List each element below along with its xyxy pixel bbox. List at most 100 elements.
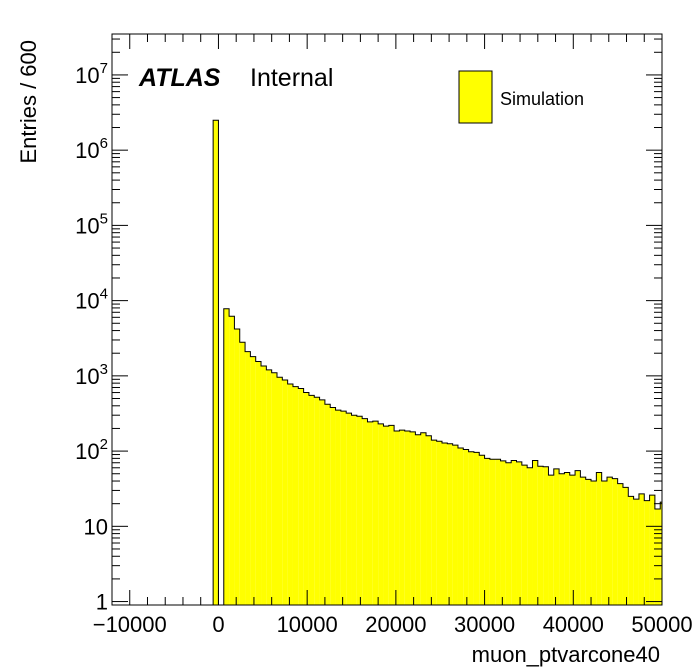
histogram-bin <box>452 445 458 605</box>
histogram-bin <box>601 481 607 605</box>
histogram-bin <box>447 443 453 605</box>
histogram-bin <box>351 415 357 605</box>
histogram-bin <box>548 475 554 605</box>
histogram-bin <box>404 430 411 605</box>
histogram-bin <box>569 475 576 605</box>
histogram-bin <box>426 435 432 605</box>
histogram-bin <box>410 431 416 605</box>
histogram-bin <box>372 421 379 605</box>
histogram-bin <box>591 481 597 605</box>
histogram-bin <box>362 418 368 605</box>
internal-label: Internal <box>250 64 333 92</box>
histogram-bin <box>239 342 246 605</box>
x-tick-label: 10000 <box>277 612 338 637</box>
histogram-bin <box>234 328 240 605</box>
histogram-bin <box>463 449 469 605</box>
histogram-bin <box>575 470 581 605</box>
histogram-bin <box>431 440 437 605</box>
histogram-bin <box>479 455 485 605</box>
x-tick-label: 40000 <box>543 612 604 637</box>
histogram-bin <box>484 458 490 605</box>
histogram-outline <box>212 119 219 605</box>
legend: Simulation <box>458 70 584 124</box>
plot-frame <box>111 33 663 606</box>
histogram-bin <box>367 421 373 605</box>
histogram-bin <box>564 472 570 605</box>
histogram-bin <box>612 478 618 605</box>
histogram-bin <box>303 392 309 605</box>
histogram-bin <box>543 466 549 605</box>
histogram-bin <box>644 500 650 605</box>
axis-ticks <box>111 34 663 605</box>
histogram-bin <box>378 423 384 605</box>
histogram-bin <box>617 483 623 605</box>
histogram-bin <box>298 388 304 605</box>
histogram-bin <box>649 495 655 605</box>
histogram-bin <box>261 366 267 605</box>
histogram-bin <box>511 460 517 605</box>
histogram-bin <box>330 407 336 605</box>
histogram-bin <box>654 508 661 605</box>
histogram-bin <box>324 404 331 605</box>
y-axis-title: Entries / 600 <box>16 40 41 164</box>
histogram-bin <box>660 502 662 605</box>
histogram-bin <box>607 477 613 605</box>
histogram-bin <box>553 468 560 605</box>
histogram-bin <box>532 460 538 605</box>
histogram-bin <box>250 356 256 605</box>
histogram-bin <box>622 487 629 605</box>
histogram-bin <box>537 466 544 605</box>
histogram-bin <box>468 451 474 605</box>
legend-swatch <box>458 70 493 124</box>
histogram-bin <box>399 430 405 605</box>
histogram-bin <box>527 467 533 605</box>
histogram-bin <box>457 447 464 605</box>
y-tick-label: 102 <box>75 436 108 464</box>
x-tick-label: 30000 <box>454 612 515 637</box>
histogram-bin <box>266 369 272 605</box>
histogram-bin <box>436 441 442 605</box>
legend-label: Simulation <box>500 89 584 109</box>
histogram-bin <box>282 380 288 605</box>
histogram-bin <box>394 430 400 605</box>
histogram-bin <box>580 477 586 605</box>
x-tick-label: 0 <box>212 612 224 637</box>
y-tick-label: 104 <box>75 286 108 314</box>
histogram-bin <box>415 434 421 605</box>
y-tick-label: 1 <box>96 590 108 615</box>
histogram-bin <box>489 459 496 605</box>
histogram-bin <box>213 120 219 606</box>
histogram-bin <box>277 377 283 605</box>
histogram-bin <box>500 460 506 605</box>
histogram-bin <box>505 462 512 605</box>
y-tick-label: 103 <box>75 361 108 389</box>
histogram-bin <box>596 472 602 605</box>
histogram-bin <box>255 361 262 605</box>
histogram-bin <box>287 383 293 605</box>
x-tick-label: 50000 <box>631 612 692 637</box>
histogram-bin <box>271 372 277 605</box>
histogram-bin <box>229 316 235 605</box>
histogram-bin <box>346 413 352 605</box>
histogram-bars <box>212 119 662 606</box>
x-tick-label: −10000 <box>93 612 167 637</box>
histogram-bin <box>314 397 320 605</box>
histogram-bin <box>388 425 395 605</box>
histogram-bin <box>420 432 427 605</box>
histogram-bin <box>223 308 230 605</box>
histogram-bin <box>559 473 565 605</box>
histogram-bin <box>319 399 325 605</box>
atlas-label: ATLAS <box>138 64 221 92</box>
histogram-bin <box>340 411 347 605</box>
histogram-bin <box>628 496 634 605</box>
x-tick-labels: −10000 0 10000 20000 30000 40000 50000 <box>93 612 693 637</box>
histogram-bin <box>638 493 645 605</box>
histogram-bin <box>585 479 592 605</box>
histogram-bin <box>335 410 341 605</box>
y-tick-labels: 1 10 102 103 104 105 106 107 <box>75 60 108 615</box>
histogram-bin <box>308 395 315 605</box>
y-tick-label: 106 <box>75 135 108 163</box>
histogram-bin <box>245 351 251 605</box>
histogram-bin <box>383 426 389 605</box>
